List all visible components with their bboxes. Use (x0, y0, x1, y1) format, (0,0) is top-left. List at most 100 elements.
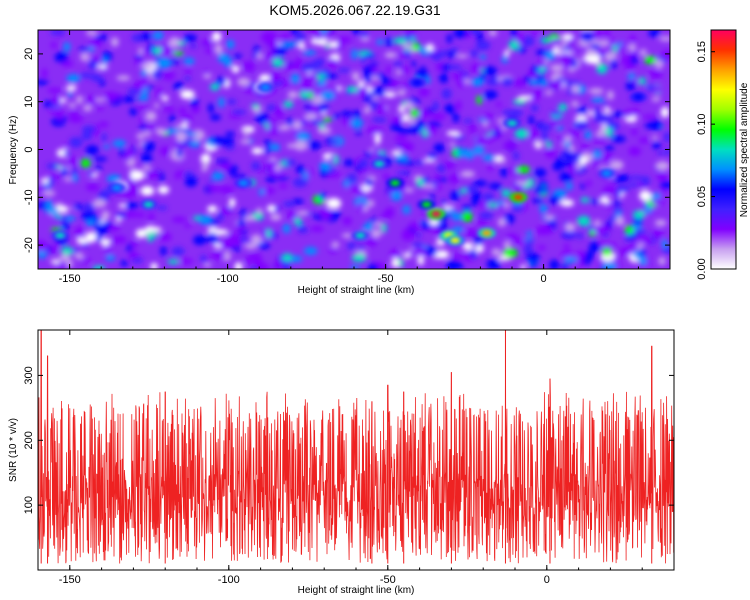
heatmap-cell (484, 90, 498, 100)
heatmap-cell (158, 232, 172, 242)
heatmap-cell (469, 248, 478, 260)
heatmap-cell (226, 232, 234, 239)
heatmap-cell (263, 146, 270, 154)
heatmap-cell (358, 201, 364, 213)
heatmap-cell (96, 165, 102, 171)
heatmap-cell (444, 103, 456, 114)
heatmap-cell (99, 80, 105, 87)
heatmap-cell (244, 243, 257, 250)
heatmap-cell (326, 198, 342, 209)
heatmap-cell (231, 109, 247, 115)
heatmap-cell (301, 62, 316, 73)
chart-title: KOM5.2026.067.22.19.G31 (269, 2, 440, 18)
heatmap-cell (462, 204, 472, 211)
heatmap-cell (398, 105, 405, 113)
heatmap-cell (120, 260, 128, 267)
heatmap-cell (451, 212, 462, 222)
heatmap-cell (603, 30, 611, 38)
heatmap-cell (545, 148, 556, 159)
heatmap-cell (384, 91, 396, 98)
heatmap-cell (278, 183, 288, 189)
heatmap-cell (384, 52, 397, 59)
heatmap-cell (556, 126, 564, 131)
heatmap-cell (179, 258, 194, 265)
heatmap-cell (369, 128, 384, 135)
heatmap-cell (456, 263, 464, 269)
heatmap-cell (90, 73, 101, 82)
heatmap-cell (496, 204, 505, 210)
heatmap-cell (469, 49, 479, 57)
heatmap-cell (142, 48, 149, 54)
heatmap-cell (401, 43, 414, 49)
heatmap-cell (292, 198, 304, 205)
heatmap-cell (628, 146, 641, 156)
heatmap-cell (66, 259, 73, 268)
heatmap-cell (338, 36, 352, 44)
heatmap-cell (93, 156, 108, 162)
heatmap-cell (63, 151, 71, 156)
heatmap-cell (500, 167, 508, 178)
colorbar-tick-label: 0.10 (696, 113, 708, 134)
heatmap-cell (147, 235, 154, 242)
heatmap-cell (568, 67, 575, 73)
heatmap-cell (76, 95, 83, 105)
x-tick-label: -100 (217, 273, 239, 285)
heatmap-cell (517, 95, 532, 100)
heatmap-cell (172, 51, 184, 56)
heatmap-cell (591, 149, 602, 160)
heatmap-cell (501, 189, 512, 198)
heatmap-cell (50, 30, 59, 36)
heatmap-cell (403, 82, 410, 90)
heatmap-cell (371, 86, 386, 97)
heatmap-cell (389, 248, 402, 258)
heatmap-cell (477, 218, 487, 226)
heatmap-cell (239, 230, 248, 235)
heatmap-cell (282, 223, 291, 234)
heatmap-cell (185, 67, 192, 74)
heatmap-cell (304, 74, 319, 81)
heatmap-cell (644, 55, 657, 65)
heatmap-cell (271, 57, 285, 68)
heatmap-cell (287, 210, 298, 220)
heatmap-cell (503, 213, 515, 224)
heatmap-cell (602, 102, 608, 107)
heatmap-cell (625, 108, 632, 119)
heatmap-cell (564, 141, 572, 149)
heatmap-cell (112, 139, 126, 148)
heatmap-cell (471, 196, 480, 207)
heatmap-cell (462, 242, 474, 251)
heatmap-cell (449, 142, 456, 147)
heatmap-cell (66, 92, 74, 97)
heatmap-cell (639, 247, 646, 257)
heatmap-cell (318, 123, 326, 129)
heatmap-cell (219, 137, 235, 147)
heatmap-cell (541, 130, 548, 142)
heatmap-cell (276, 176, 289, 181)
heatmap-cell (561, 263, 569, 269)
heatmap-cell (257, 241, 271, 249)
heatmap-cell (220, 239, 234, 250)
heatmap-cell (136, 212, 146, 218)
heatmap-cell (283, 200, 295, 208)
heatmap-cell (611, 135, 626, 143)
heatmap-cell (368, 263, 379, 269)
heatmap-cell (648, 119, 663, 131)
heatmap-cell (225, 131, 236, 137)
heatmap-cell (369, 62, 379, 68)
heatmap-cell (654, 219, 667, 227)
heatmap-cell (92, 265, 106, 269)
heatmap-cell (656, 172, 668, 182)
heatmap-cell (74, 252, 84, 260)
heatmap-cell (300, 121, 307, 126)
heatmap-cell (523, 243, 533, 255)
heatmap-cell (139, 117, 145, 123)
heatmap-cell (51, 117, 66, 127)
heatmap-cell (322, 117, 332, 122)
heatmap-cell (418, 110, 432, 119)
heatmap-cell (328, 40, 338, 49)
heatmap-cell (480, 200, 490, 210)
heatmap-cell (394, 135, 408, 142)
heatmap-cell (160, 71, 176, 79)
heatmap-feature (374, 160, 385, 167)
heatmap-cell (629, 49, 640, 57)
